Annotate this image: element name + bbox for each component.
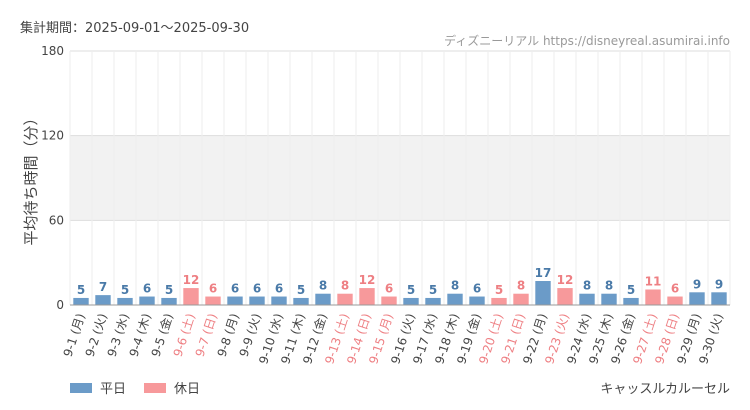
data-label: 11	[645, 274, 662, 288]
bar	[645, 289, 661, 305]
data-label: 6	[385, 282, 393, 296]
data-label: 8	[319, 279, 327, 293]
attraction-name: キャッスルカルーセル	[600, 382, 730, 397]
data-label: 5	[495, 283, 503, 297]
data-label: 8	[451, 279, 459, 293]
legend-swatch-holiday	[144, 382, 167, 393]
bar	[293, 297, 309, 305]
data-label: 5	[77, 283, 85, 297]
data-label: 12	[557, 273, 574, 287]
data-label: 7	[99, 280, 107, 294]
bar	[513, 293, 529, 305]
bar	[535, 281, 551, 305]
data-label: 6	[275, 282, 283, 296]
bar	[227, 296, 243, 305]
data-label: 8	[517, 279, 525, 293]
bar	[315, 293, 331, 305]
bar	[689, 292, 705, 305]
data-label: 8	[583, 279, 591, 293]
data-label: 8	[341, 279, 349, 293]
data-label: 6	[473, 282, 481, 296]
data-label: 12	[183, 273, 200, 287]
data-label: 9	[715, 277, 723, 291]
bar	[381, 296, 397, 305]
bar	[447, 293, 463, 305]
source-credit: ディズニーリアル https://disneyreal.asumirai.inf…	[444, 34, 730, 48]
legend-label-weekday: 平日	[100, 382, 127, 397]
data-label: 8	[605, 279, 613, 293]
x-axis-ticks: 9-1 (月)9-2 (火)9-3 (水)9-4 (木)9-5 (金)9-6 (…	[61, 311, 726, 365]
y-tick-label: 120	[41, 129, 64, 143]
period-label: 集計期間：2025-09-01～2025-09-30	[20, 21, 250, 36]
bar	[711, 292, 727, 305]
bar	[117, 297, 133, 305]
bar	[183, 288, 199, 305]
legend-item-weekday: 平日	[70, 378, 126, 397]
data-label: 5	[165, 283, 173, 297]
bar	[359, 288, 375, 305]
data-label: 9	[693, 277, 701, 291]
bar	[491, 297, 507, 305]
y-axis-ticks: 0 60 120 180	[41, 44, 64, 312]
data-label: 5	[121, 283, 129, 297]
data-label: 17	[535, 266, 552, 280]
legend-label-holiday: 休日	[174, 382, 201, 397]
data-label: 6	[231, 282, 239, 296]
bar	[73, 297, 89, 305]
grid-lines	[69, 50, 731, 306]
legend-swatch-weekday	[70, 382, 92, 393]
data-label: 6	[253, 282, 261, 296]
data-label: 5	[297, 283, 305, 297]
bar	[623, 297, 639, 305]
bar	[403, 297, 419, 305]
data-label: 5	[429, 283, 437, 297]
data-label: 6	[209, 282, 217, 296]
y-tick-label: 0	[56, 298, 64, 312]
legend: 平日 休日	[70, 378, 218, 397]
bar	[249, 296, 265, 305]
bars	[73, 281, 727, 305]
y-tick-label: 180	[41, 44, 64, 58]
y-tick-label: 60	[49, 213, 64, 227]
bar	[139, 296, 155, 305]
bar	[337, 293, 353, 305]
y-axis-label: 平均待ち時間（分）	[22, 110, 40, 245]
bar	[161, 297, 177, 305]
data-label: 12	[359, 273, 376, 287]
bar	[469, 296, 485, 305]
legend-item-holiday: 休日	[144, 378, 200, 397]
data-label: 5	[627, 283, 635, 297]
data-label: 6	[143, 282, 151, 296]
bar	[557, 288, 573, 305]
bar	[95, 295, 111, 305]
bar	[667, 296, 683, 305]
data-label: 6	[671, 282, 679, 296]
bar	[601, 293, 617, 305]
bar	[579, 293, 595, 305]
bar	[271, 296, 287, 305]
bar	[425, 297, 441, 305]
bar	[205, 296, 221, 305]
data-label: 5	[407, 283, 415, 297]
